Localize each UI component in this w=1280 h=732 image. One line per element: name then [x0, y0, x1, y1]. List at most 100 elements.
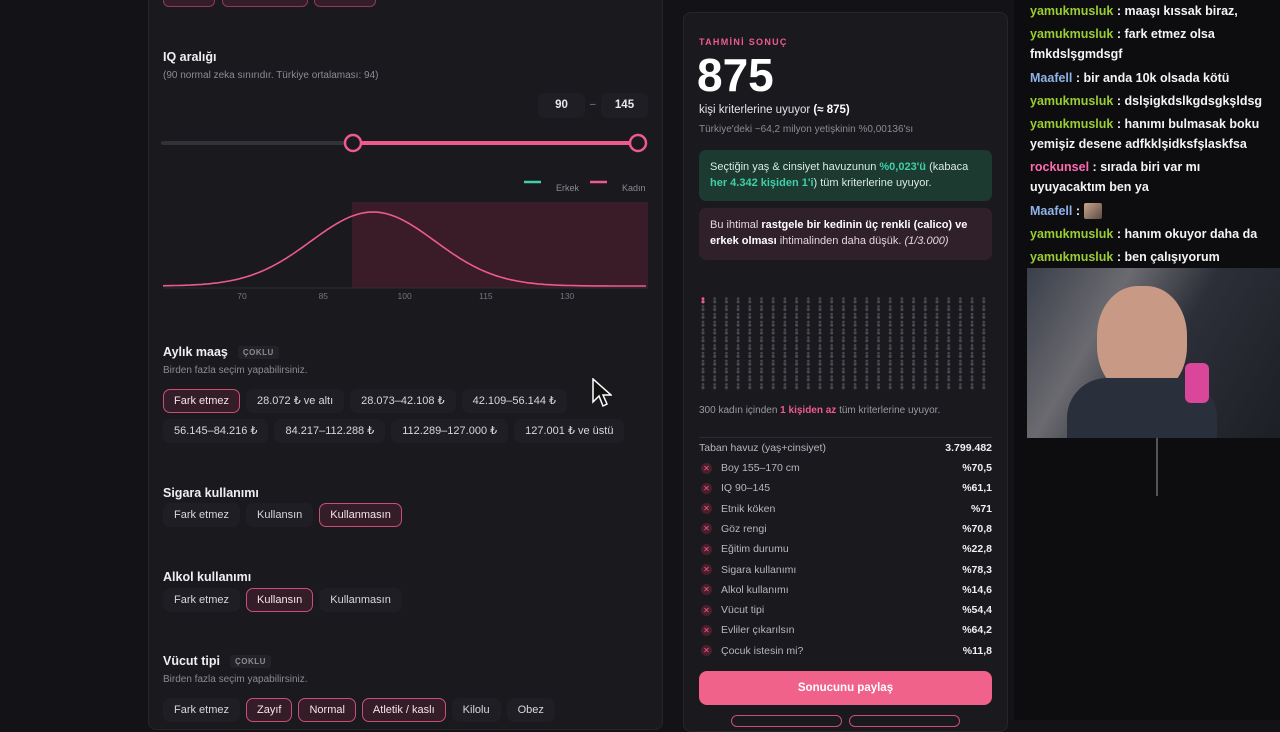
chat-text: hanım okuyor daha da [1124, 227, 1258, 242]
row-label: Göz rengi [721, 522, 767, 535]
axis-label: 85 [319, 291, 329, 301]
button[interactable] [849, 715, 960, 727]
webcam [1027, 268, 1280, 438]
chat-user: yamukmusluk [1030, 117, 1114, 132]
breakdown-row: ✕ Evliler çıkarılsın %64,2 [699, 620, 992, 640]
chat-separator: : [1116, 93, 1122, 108]
text-part: 300 kadın içinden [699, 405, 781, 416]
status-icon: ✕ [701, 543, 712, 555]
chip[interactable]: Kullansın [246, 503, 314, 527]
people-grid [699, 297, 993, 391]
chat-separator: : [1075, 70, 1081, 85]
chip[interactable]: Fark etmez [163, 503, 241, 527]
chip[interactable]: 28.072 ₺ ve altı [246, 389, 345, 413]
axis-label: 115 [479, 291, 493, 301]
iq-max-input[interactable]: 145 [601, 93, 648, 118]
chat-user: Maafell [1030, 70, 1073, 85]
section-title: IQ aralığı [163, 50, 217, 64]
status-icon: ✕ [701, 523, 712, 535]
chip[interactable]: Atletik / kaslı [361, 698, 446, 722]
chip[interactable]: Obez [506, 698, 555, 722]
text-part: 1 kişiden az [780, 405, 837, 416]
status-icon: ✕ [701, 503, 712, 515]
tag: ÇOKLU [229, 655, 271, 669]
divider [699, 437, 992, 438]
breakdown-row: ✕ Alkol kullanımı %14,6 [699, 580, 992, 600]
slider-handle[interactable] [628, 133, 648, 153]
row-label: Etnik köken [721, 502, 776, 515]
breakdown-row: ✕ IQ 90–145 %61,1 [699, 478, 992, 498]
breakdown-header: Taban havuz (yaş+cinsiyet) 3.799.482 [699, 438, 992, 458]
row-value: %54,4 [962, 604, 992, 617]
row-label: Taban havuz (yaş+cinsiyet) [699, 442, 826, 454]
chip[interactable]: 112.289–127.000 ₺ [391, 419, 509, 443]
chat-user: yamukmusluk [1030, 93, 1114, 108]
axis-label: 70 [237, 291, 247, 301]
chip[interactable]: Fark etmez [163, 698, 241, 722]
row-label: Evliler çıkarılsın [721, 624, 795, 637]
text-part: ihtimalinden daha düşük. [776, 235, 905, 247]
row-value: %78,3 [962, 563, 992, 576]
axis-label: 130 [560, 291, 574, 301]
row-value: %11,8 [962, 644, 992, 657]
chat-separator: : [1116, 227, 1122, 242]
section-note: Birden fazla seçim yapabilirsiniz. [163, 365, 308, 376]
range-separator: – [590, 99, 596, 110]
chip[interactable]: Zayıf [246, 698, 293, 722]
chat-emote [1083, 203, 1102, 220]
chat-text: ben çalışıyorum [1124, 250, 1220, 265]
mouse-cursor [592, 378, 612, 408]
chat-message: yamukmusluk : maaşı kıssak biraz, [1030, 1, 1276, 21]
chat-text: fark etmez olsa fmkdslşgmdsgf [1030, 27, 1215, 62]
breakdown-row: ✕ Boy 155–170 cm %70,5 [699, 458, 992, 478]
axis-label: 100 [398, 291, 412, 301]
selected-range [352, 202, 648, 288]
iq-min-input[interactable]: 90 [538, 93, 585, 118]
text-part: ) tüm kriterlerine uyuyor. [813, 177, 932, 189]
status-icon: ✕ [701, 482, 712, 494]
chat-text: dslşigkdslkgdsgkşldsg [1124, 93, 1263, 108]
info-box: Bu ihtimal rastgele bir kedinin üç renkl… [699, 208, 992, 260]
chip[interactable]: Kullanmasın [319, 588, 402, 612]
grid-caption: 300 kadın içinden 1 kişiden az tüm krite… [699, 405, 940, 416]
result-share: Türkiye'deki ~64,2 milyon yetişkinin %0,… [699, 124, 914, 135]
chip[interactable]: 56.145–84.216 ₺ [163, 419, 269, 443]
row-label: Çocuk istesin mi? [721, 644, 804, 657]
text-part: (kabaca [926, 161, 969, 173]
text-part: Bu ihtimal [710, 219, 762, 231]
chip[interactable]: 42.109–56.144 ₺ [461, 389, 568, 413]
chip[interactable]: Normal [298, 698, 356, 722]
row-value: %70,8 [962, 522, 992, 535]
section-title: Sigara kullanımı [163, 486, 259, 500]
chip[interactable]: 127.001 ₺ ve üstü [514, 419, 625, 443]
chat-text: sırada biri var mı uyuyacaktım ben ya [1030, 160, 1201, 195]
chat-text: maaşı kıssak biraz, [1124, 4, 1238, 18]
slider-handle[interactable] [343, 133, 363, 153]
chip[interactable]: 84.217–112.288 ₺ [274, 419, 386, 443]
chip[interactable]: Kullanmasın [319, 503, 402, 527]
row-label: Alkol kullanımı [721, 583, 789, 596]
share-button[interactable]: Sonucunu paylaş [699, 671, 992, 705]
chat-message: yamukmusluk : hanım okuyor daha da [1030, 224, 1276, 244]
chip[interactable]: 28.073–42.108 ₺ [350, 389, 456, 413]
chip-group: Fark etmez 28.072 ₺ ve altı 28.073–42.108 … [163, 389, 653, 443]
section-note: (90 normal zeka sınırıdır. Türkiye ortal… [163, 70, 379, 81]
distribution-curve [162, 211, 646, 287]
row-label: Sigara kullanımı [721, 563, 797, 576]
text-part: (≈ 875) [813, 104, 850, 116]
text-part: tüm kriterlerine uyuyor. [836, 405, 941, 416]
chat-log: yamukmusluk : maaşı kıssak biraz, yamukmu… [1030, 1, 1276, 271]
row-value: %71 [970, 502, 992, 515]
chip[interactable]: Kullansın [246, 588, 314, 612]
chip[interactable]: Kilolu [451, 698, 501, 722]
chip[interactable]: Fark etmez [163, 588, 241, 612]
row-label: Eğitim durumu [721, 543, 789, 556]
chat-user: rockunsel [1030, 160, 1090, 175]
row-value: %14,6 [962, 583, 992, 596]
row-value: %61,1 [962, 482, 992, 495]
button[interactable] [731, 715, 842, 727]
chat-separator: : [1116, 4, 1122, 18]
text-part: %0,023'ü [879, 161, 927, 173]
chip[interactable]: Fark etmez [163, 389, 241, 413]
